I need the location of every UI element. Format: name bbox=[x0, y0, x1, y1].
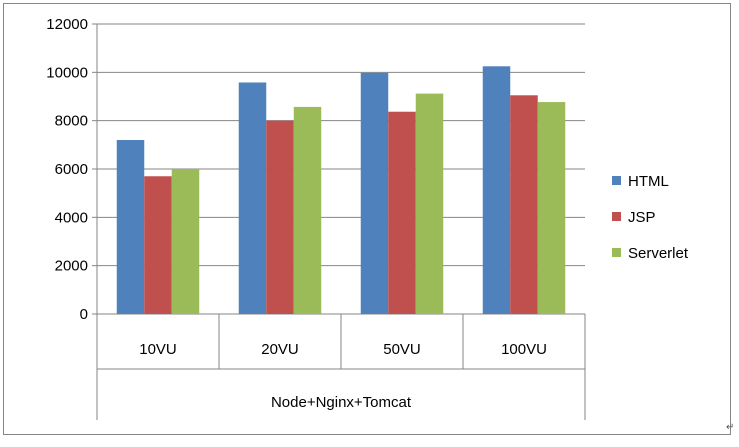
bar-html-100vu bbox=[482, 66, 511, 315]
y-tick-label: 4000 bbox=[55, 209, 88, 226]
legend-swatch-serverlet bbox=[612, 248, 621, 257]
bar-jsp-10vu bbox=[144, 176, 172, 314]
y-tick-label: 10000 bbox=[46, 64, 88, 81]
x-category-label: 100VU bbox=[501, 341, 547, 358]
bar-serverlet-20vu bbox=[293, 106, 322, 315]
legend-label-serverlet: Serverlet bbox=[628, 245, 689, 262]
bar-html-10vu bbox=[116, 140, 145, 314]
bar-html-50vu bbox=[360, 72, 389, 314]
x-group-label: Node+Nginx+Tomcat bbox=[271, 394, 412, 411]
y-tick-label: 12000 bbox=[46, 16, 88, 33]
legend-label-jsp: JSP bbox=[628, 209, 656, 226]
y-tick-label: 8000 bbox=[55, 113, 88, 130]
bar-jsp-50vu bbox=[388, 111, 416, 314]
bar-serverlet-10vu bbox=[171, 169, 200, 314]
bar-html-20vu bbox=[238, 82, 267, 314]
bar-jsp-100vu bbox=[510, 95, 538, 315]
bar-jsp-20vu bbox=[266, 120, 294, 315]
legend-label-html: HTML bbox=[628, 173, 669, 190]
x-category-label: 20VU bbox=[261, 341, 299, 358]
bar-serverlet-100vu bbox=[537, 102, 566, 314]
legend-swatch-html bbox=[612, 176, 621, 185]
y-tick-label: 6000 bbox=[55, 161, 88, 178]
y-tick-label: 2000 bbox=[55, 258, 88, 275]
paragraph-return-mark: ↵ bbox=[726, 422, 735, 433]
y-tick-label: 0 bbox=[80, 306, 88, 323]
x-category-label: 50VU bbox=[383, 341, 421, 358]
x-category-label: 10VU bbox=[139, 341, 177, 358]
legend-swatch-jsp bbox=[612, 212, 621, 221]
bar-serverlet-50vu bbox=[415, 93, 444, 314]
